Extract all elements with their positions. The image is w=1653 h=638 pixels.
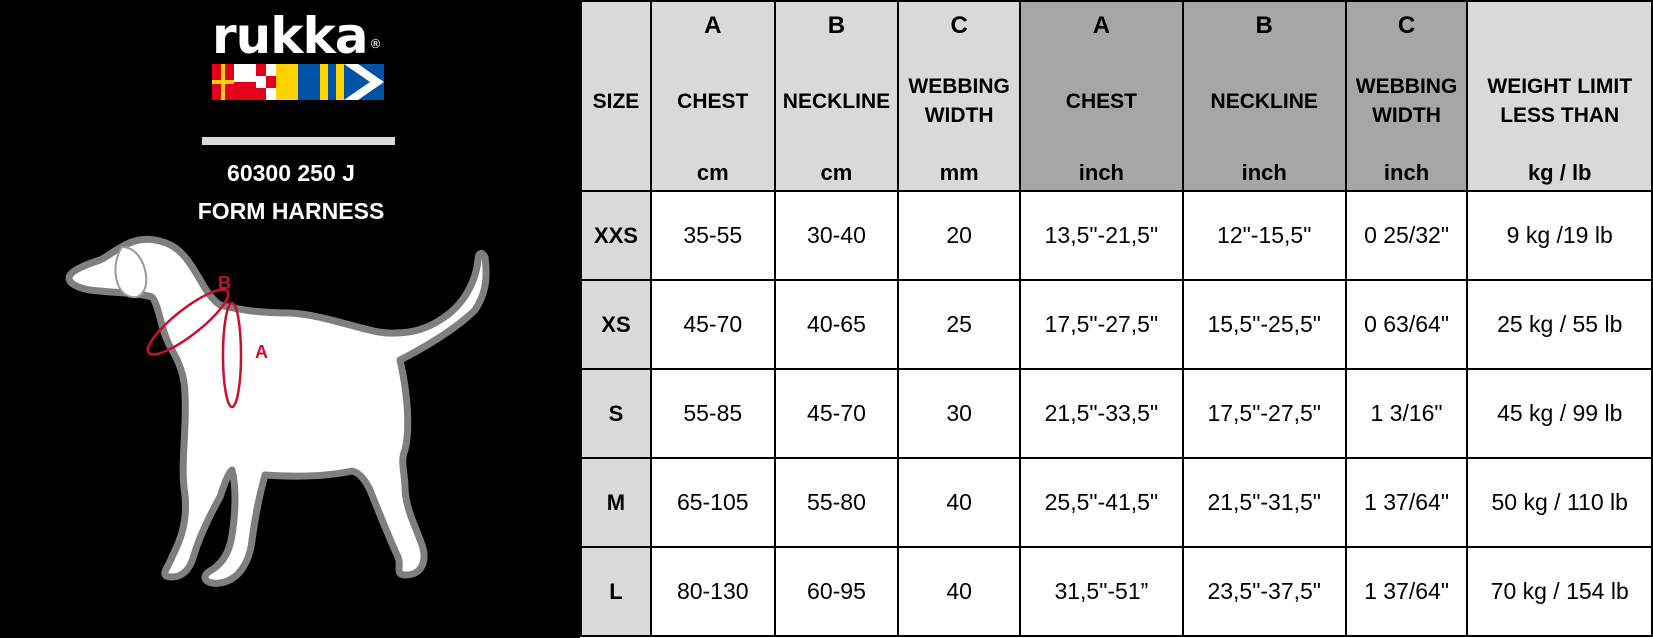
table-cell: 1 37/64": [1344, 546, 1469, 637]
column-unit: inch: [1078, 160, 1124, 185]
column-unit: inch: [1241, 160, 1287, 185]
column-unit: cm: [696, 160, 729, 185]
table-row: L 80-130 60-95 40 31,5"-51” 23,5"-37,5" …: [580, 546, 1653, 637]
table-row: M 65-105 55-80 40 25,5"-41,5" 21,5"-31,5…: [580, 457, 1653, 548]
column-unit: kg / lb: [1527, 160, 1592, 185]
table-cell: 45 kg / 99 lb: [1466, 368, 1653, 459]
table-cell: 1 3/16": [1344, 368, 1469, 459]
table-cell: 70 kg / 154 lb: [1466, 546, 1653, 637]
table-cell: 35-55: [649, 190, 776, 281]
column-name: CHEST: [1065, 89, 1137, 113]
column-letter: B: [1255, 12, 1273, 39]
table-cell: 21,5"-31,5": [1181, 457, 1347, 548]
table-cell: 0 63/64": [1344, 279, 1469, 370]
size-cell: XS: [580, 279, 652, 370]
table-cell: 15,5"-25,5": [1181, 279, 1347, 370]
column-name: NECKLINE: [782, 89, 891, 113]
chest-label: A: [255, 342, 268, 362]
table-row: S 55-85 45-70 30 21,5"-33,5" 17,5"-27,5"…: [580, 368, 1653, 459]
column-unit: cm: [820, 160, 853, 185]
dog-measurement-diagram: B A: [65, 235, 490, 587]
table-cell: 55-85: [649, 368, 776, 459]
column-letter: A: [704, 12, 722, 39]
table-cell: 1 37/64": [1344, 457, 1469, 548]
dog-ear: [114, 245, 148, 299]
table-cell: 45-70: [649, 279, 776, 370]
column-letter: C: [950, 12, 968, 39]
dog-silhouette: [65, 235, 490, 587]
table-cell: 25 kg / 55 lb: [1466, 279, 1653, 370]
column-header: WEIGHT LIMIT LESS THAN kg / lb: [1466, 0, 1653, 192]
table-row: XS 45-70 40-65 25 17,5"-27,5" 15,5"-25,5…: [580, 279, 1653, 370]
table-cell: 21,5"-33,5": [1018, 368, 1184, 459]
product-name: FORM HARNESS: [197, 198, 385, 224]
chest-ring: [221, 301, 243, 409]
table-header-row: SIZE A CHEST cm B NECKLINE cm: [580, 0, 1653, 192]
table-cell: 80-130: [649, 546, 776, 637]
signal-flags-logo: [212, 64, 384, 100]
table-cell: 55-80: [773, 457, 900, 548]
column-name: WEBBING WIDTH: [908, 75, 1010, 127]
brand-logo: rukka ®: [212, 7, 382, 65]
column-header: A CHEST cm: [649, 0, 776, 192]
size-cell: L: [580, 546, 652, 637]
table-cell: 0 25/32": [1344, 190, 1469, 281]
table-cell: 50 kg / 110 lb: [1466, 457, 1653, 548]
column-header: B NECKLINE inch: [1181, 0, 1347, 192]
size-cell: S: [580, 368, 652, 459]
column-name: NECKLINE: [1210, 89, 1318, 113]
table-row: XXS 35-55 30-40 20 13,5"-21,5" 12"-15,5"…: [580, 190, 1653, 281]
table-cell: 30: [897, 368, 1021, 459]
size-cell: XXS: [580, 190, 652, 281]
table-cell: 25: [897, 279, 1021, 370]
column-unit: mm: [939, 160, 979, 185]
table-cell: 17,5"-27,5": [1181, 368, 1347, 459]
table-cell: 31,5"-51”: [1018, 546, 1184, 637]
table-cell: 45-70: [773, 368, 900, 459]
column-header: C WEBBING WIDTH inch: [1344, 0, 1469, 192]
column-unit: inch: [1383, 160, 1430, 185]
size-header: SIZE: [580, 0, 652, 192]
column-header: C WEBBING WIDTH mm: [897, 0, 1021, 192]
table-cell: 65-105: [649, 457, 776, 548]
column-letter: A: [1092, 12, 1111, 39]
column-letter: C: [1397, 12, 1416, 39]
table-cell: 25,5"-41,5": [1018, 457, 1184, 548]
neckline-ring: [146, 288, 230, 356]
size-table-panel: SIZE A CHEST cm B NECKLINE cm: [580, 0, 1653, 638]
size-cell: M: [580, 457, 652, 548]
table-cell: 40-65: [773, 279, 900, 370]
column-header: B NECKLINE cm: [773, 0, 900, 192]
product-code: 60300 250 J: [227, 160, 355, 186]
column-name: WEIGHT LIMIT LESS THAN: [1487, 75, 1633, 127]
table-cell: 40: [897, 457, 1021, 548]
column-header: A CHEST inch: [1018, 0, 1184, 192]
table-cell: 13,5"-21,5": [1018, 190, 1184, 281]
neckline-label: B: [218, 273, 231, 293]
table-cell: 20: [897, 190, 1021, 281]
table-cell: 30-40: [773, 190, 900, 281]
table-cell: 12"-15,5": [1181, 190, 1347, 281]
column-name: WEBBING WIDTH: [1355, 75, 1458, 127]
table-cell: 40: [897, 546, 1021, 637]
brand-name: rukka: [212, 7, 368, 65]
logo-divider: [202, 137, 395, 145]
column-letter: B: [827, 12, 846, 39]
table-cell: 23,5"-37,5": [1181, 546, 1347, 637]
registered-mark: ®: [369, 37, 382, 51]
table-cell: 17,5"-27,5": [1018, 279, 1184, 370]
size-table: SIZE A CHEST cm B NECKLINE cm: [580, 0, 1653, 637]
table-cell: 9 kg /19 lb: [1466, 190, 1653, 281]
product-panel: rukka ® 60300 250 J FORM HARNESS B A: [0, 0, 580, 638]
table-cell: 60-95: [773, 546, 900, 637]
column-name: CHEST: [677, 89, 749, 113]
